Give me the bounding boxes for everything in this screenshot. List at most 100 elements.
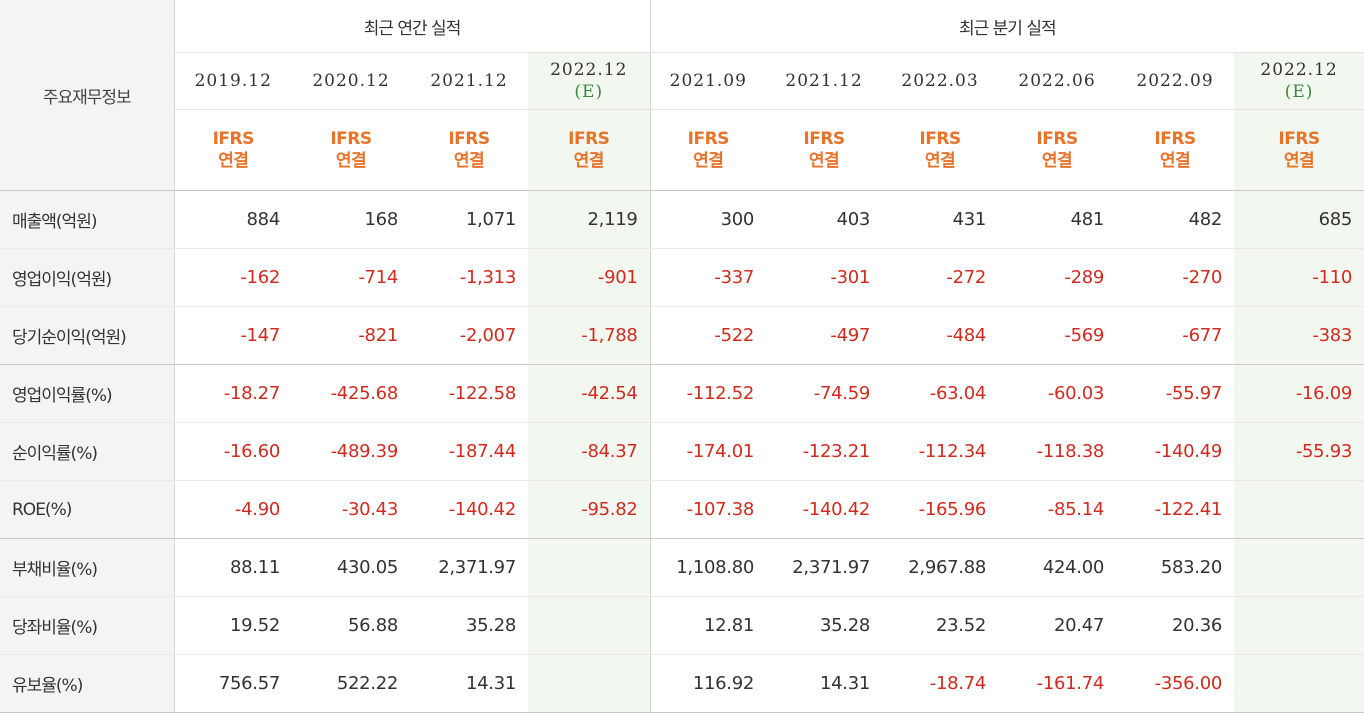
value-cell: -122.58 [410, 364, 528, 423]
value-cell: -187.44 [410, 422, 528, 481]
value-cell: -161.74 [998, 654, 1117, 713]
ifrs-basis-cell: IFRS 연결 [882, 109, 999, 191]
value-cell: -677 [1116, 306, 1235, 365]
period-date-cell: 2021.12 [766, 52, 883, 110]
value-cell: 168 [292, 190, 410, 249]
value-cell: -42.54 [528, 364, 651, 423]
value-cell: -165.96 [882, 480, 999, 539]
value-cell: -497 [766, 306, 883, 365]
row-label: 순이익률(%) [0, 422, 175, 481]
period-date-cell: 2022.03 [882, 52, 999, 110]
row-label: 영업이익률(%) [0, 364, 175, 423]
value-cell: 300 [650, 190, 767, 249]
table-row: 매출액(억원) 884 168 1,071 2,119 300 403 431 481 482 68… [0, 190, 1364, 249]
value-cell: -714 [292, 248, 410, 307]
table-row: 당기순이익(억원) -147 -821 -2,007 -1,788 -522 -497 -48… [0, 306, 1364, 365]
table-body: 매출액(억원) 884 168 1,071 2,119 300 403 431 481 482 68… [0, 190, 1364, 713]
value-cell: 56.88 [292, 596, 410, 655]
value-cell: 2,371.97 [410, 538, 528, 597]
value-cell: -821 [292, 306, 410, 365]
table-row: 영업이익(억원) -162 -714 -1,313 -901 -337 -301 -272 -2… [0, 248, 1364, 307]
value-cell: -162 [174, 248, 292, 307]
period-date-cell: 2022.12 (E) [1234, 52, 1364, 110]
value-cell: -147 [174, 306, 292, 365]
value-cell: 756.57 [174, 654, 292, 713]
value-cell: -110 [1234, 248, 1364, 307]
value-cell: -270 [1116, 248, 1235, 307]
ifrs-basis-cell: IFRS 연결 [174, 109, 292, 191]
ifrs-basis-cell: IFRS 연결 [766, 109, 883, 191]
value-cell: 35.28 [410, 596, 528, 655]
period-date: 2022.09 [1136, 71, 1214, 91]
ifrs-label: IFRS [687, 129, 730, 149]
ifrs-basis-cell: IFRS 연결 [1234, 109, 1364, 191]
value-cell: 522.22 [292, 654, 410, 713]
period-date-cell: 2019.12 [174, 52, 292, 110]
table-row: 영업이익률(%) -18.27 -425.68 -122.58 -42.54 -112.5… [0, 364, 1364, 423]
ifrs-label: IFRS [1036, 129, 1078, 149]
period-date-cell: 2022.12 (E) [528, 52, 651, 110]
value-cell: -2,007 [410, 306, 528, 365]
value-cell [1234, 596, 1364, 655]
period-date-cell: 2022.09 [1116, 52, 1235, 110]
value-cell: 88.11 [174, 538, 292, 597]
consolidated-label: 연결 [453, 151, 485, 171]
value-cell [528, 654, 651, 713]
value-cell: 116.92 [650, 654, 767, 713]
value-cell: -16.09 [1234, 364, 1364, 423]
value-cell: -569 [998, 306, 1117, 365]
value-cell: -383 [1234, 306, 1364, 365]
value-cell: -337 [650, 248, 767, 307]
value-cell: 424.00 [998, 538, 1117, 597]
ifrs-basis-row: IFRS 연결 IFRS 연결 IFRS 연결 IFRS 연결 IFRS 연결 IFRS 연결 IFRS… [0, 109, 1364, 191]
period-date: 2019.12 [194, 71, 272, 91]
value-cell: 2,967.88 [882, 538, 999, 597]
value-cell: 403 [766, 190, 883, 249]
value-cell: 35.28 [766, 596, 883, 655]
value-cell: -272 [882, 248, 999, 307]
value-cell: 14.31 [766, 654, 883, 713]
ifrs-basis-cell: IFRS 연결 [650, 109, 767, 191]
period-date-cell: 2022.06 [998, 52, 1117, 110]
value-cell: -522 [650, 306, 767, 365]
value-cell: 884 [174, 190, 292, 249]
ifrs-basis-cell: IFRS 연결 [998, 109, 1117, 191]
consolidated-label: 연결 [924, 151, 956, 171]
value-cell: 1,108.80 [650, 538, 767, 597]
row-label: 매출액(억원) [0, 190, 175, 249]
ifrs-label: IFRS [212, 129, 255, 149]
value-cell: -55.97 [1116, 364, 1235, 423]
value-cell: 19.52 [174, 596, 292, 655]
ifrs-label: IFRS [448, 129, 490, 149]
value-cell: 23.52 [882, 596, 999, 655]
value-cell: 583.20 [1116, 538, 1235, 597]
period-date: 2021.12 [430, 71, 508, 91]
period-date-cell: 2021.09 [650, 52, 767, 110]
period-date-cell: 2021.12 [410, 52, 528, 110]
value-cell: -301 [766, 248, 883, 307]
value-cell [528, 538, 651, 597]
value-cell: 431 [882, 190, 999, 249]
table-row: 당좌비율(%) 19.52 56.88 35.28 12.81 35.28 23.52 20.… [0, 596, 1364, 655]
value-cell: -118.38 [998, 422, 1117, 481]
table-row: ROE(%) -4.90 -30.43 -140.42 -95.82 -107.38 -14… [0, 480, 1364, 539]
row-label: 당기순이익(억원) [0, 306, 175, 365]
value-cell [528, 596, 651, 655]
value-cell: 2,371.97 [766, 538, 883, 597]
ifrs-basis-cell: IFRS 연결 [410, 109, 528, 191]
consolidated-label: 연결 [1041, 151, 1073, 171]
period-date: 2021.12 [785, 71, 863, 91]
value-cell: -63.04 [882, 364, 999, 423]
consolidated-label: 연결 [1283, 151, 1315, 171]
period-date-row: 2019.12 2020.12 2021.12 2022.12 (E) 2021.09 20… [0, 52, 1364, 110]
value-cell: -55.93 [1234, 422, 1364, 481]
value-cell: 481 [998, 190, 1117, 249]
annual-group-header: 최근 연간 실적 [174, 0, 651, 53]
value-cell: -60.03 [998, 364, 1117, 423]
ifrs-label: IFRS [1154, 129, 1196, 149]
side-header-label: 주요재무정보 [0, 0, 175, 191]
ifrs-basis-cell: IFRS 연결 [1116, 109, 1235, 191]
row-label: ROE(%) [0, 480, 175, 539]
value-cell: -484 [882, 306, 999, 365]
ifrs-label: IFRS [330, 129, 372, 149]
